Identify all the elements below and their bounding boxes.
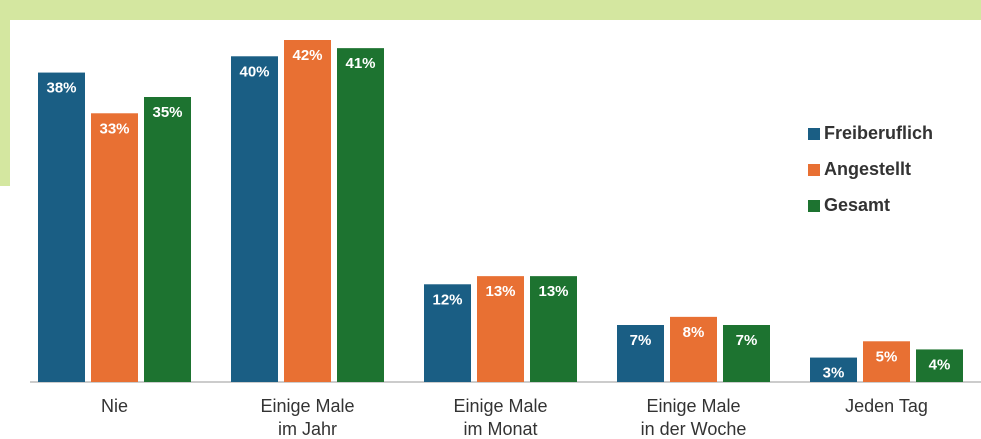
bar (38, 72, 85, 383)
data-label: 35% (152, 104, 182, 121)
bar (617, 325, 664, 382)
bar (424, 284, 471, 382)
bar (723, 325, 770, 382)
data-label: 33% (99, 120, 129, 137)
bar (670, 316, 717, 382)
data-label: 4% (929, 356, 951, 373)
bar (863, 341, 910, 382)
data-label: 3% (823, 365, 845, 382)
data-label: 8% (683, 324, 705, 341)
data-label: 12% (432, 291, 462, 308)
x-tick-label: Nie (100, 396, 128, 416)
legend-label: Gesamt (824, 195, 890, 215)
data-label: 40% (239, 63, 269, 80)
x-tick-label: Einige Male im Jahr (260, 396, 355, 439)
legend-swatch (808, 200, 820, 212)
bar (916, 349, 963, 382)
x-tick-label: Einige Male in der Woche (640, 396, 747, 439)
legend-label: Freiberuflich (824, 123, 933, 143)
bar (477, 276, 524, 382)
x-tick-label: Einige Male im Monat (453, 396, 548, 439)
legend-swatch (808, 128, 820, 140)
bar (284, 40, 331, 382)
data-label: 13% (538, 283, 568, 300)
legend-swatch (808, 164, 820, 176)
bar (91, 113, 138, 383)
data-label: 41% (345, 55, 375, 72)
legend-label: Angestellt (824, 159, 911, 179)
frame-left (0, 0, 10, 186)
data-label: 7% (736, 332, 758, 349)
data-label: 5% (876, 348, 898, 365)
bar (810, 357, 857, 382)
frame-top (0, 0, 981, 20)
data-label: 42% (292, 47, 322, 64)
bar (337, 48, 384, 383)
data-label: 13% (485, 283, 515, 300)
x-tick-label: Jeden Tag (845, 396, 928, 416)
bar (231, 56, 278, 383)
bar (144, 97, 191, 382)
data-label: 38% (46, 80, 76, 97)
bar (530, 276, 577, 382)
data-label: 7% (630, 332, 652, 349)
